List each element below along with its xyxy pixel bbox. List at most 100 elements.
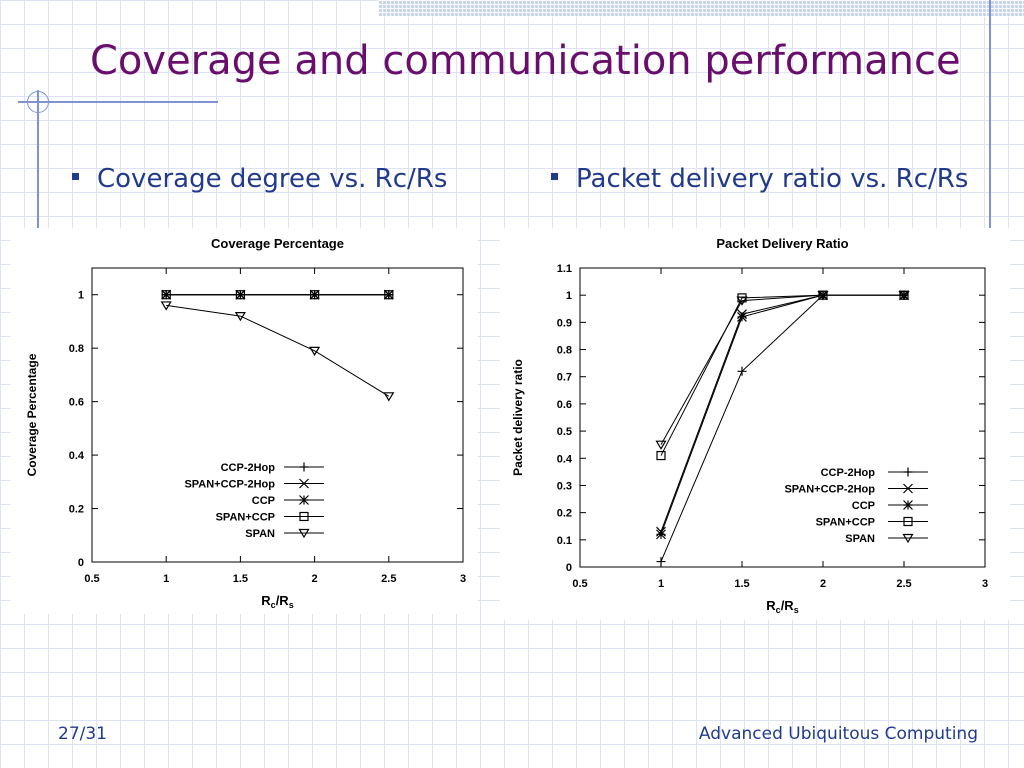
legend-label: CCP-2Hop: [821, 467, 876, 479]
data-point: [737, 366, 747, 376]
legend-marker: [902, 533, 914, 544]
coverage-chart-panel: Coverage Percentage 0 0.2 0.4 0.6 0.8 1 0.5 1 1.5…: [10, 228, 478, 614]
y-tick-label: 0.6: [69, 397, 84, 409]
legend-label: SPAN: [245, 528, 275, 540]
page-number: 27/31: [58, 724, 107, 744]
y-tick-label: 1.1: [557, 263, 572, 275]
legend-marker: [299, 495, 309, 505]
y-tick-label: 1: [566, 290, 572, 302]
x-tick-label: 2.5: [896, 578, 911, 590]
legend-marker: [299, 511, 309, 522]
data-point: [384, 290, 394, 300]
y-tick-label: 0.2: [557, 508, 572, 520]
bullet-square-icon: [72, 173, 79, 180]
bullet-text: Coverage degree vs. Rc/Rs: [97, 164, 448, 194]
data-point: [656, 557, 666, 567]
legend-marker: [903, 516, 913, 527]
data-point: [817, 291, 829, 301]
x-tick-label: 1.5: [233, 573, 248, 585]
y-tick-label: 0.8: [557, 345, 572, 357]
x-tick-label: 2: [820, 578, 826, 590]
data-point: [235, 290, 245, 300]
legend-label: SPAN+CCP: [216, 512, 275, 524]
data-point: [309, 346, 321, 357]
y-tick-label: 0: [78, 557, 84, 569]
x-tick-label: 1: [658, 578, 664, 590]
x-tick-label: 0.5: [84, 573, 99, 585]
slide-title: Coverage and communication performance: [90, 38, 961, 84]
series-line: [660, 294, 904, 532]
legend-marker: [903, 500, 913, 510]
legend-marker: [299, 478, 309, 489]
y-tick-label: 0.5: [557, 426, 572, 438]
y-axis-label: Coverage Percentage: [25, 353, 39, 476]
x-tick-label: 1.5: [734, 578, 749, 590]
y-tick-label: 0.4: [557, 453, 573, 465]
y-tick-label: 0.4: [69, 450, 85, 462]
x-tick-label: 0.5: [572, 578, 587, 590]
legend-label: SPAN+CCP: [816, 517, 875, 529]
bullet-text: Packet delivery ratio vs. Rc/Rs: [576, 164, 969, 194]
plot-frame: [579, 267, 986, 568]
y-axis-label: Packet delivery ratio: [511, 359, 525, 476]
legend-label: CCP: [852, 500, 875, 512]
series-span: [160, 301, 395, 402]
x-axis-label: Rc/Rs: [261, 593, 293, 610]
data-point: [161, 290, 171, 300]
course-name: Advanced Ubiquitous Computing: [698, 724, 978, 744]
top-decor-band: [378, 0, 1024, 17]
x-tick-label: 1: [163, 573, 169, 585]
decor-vertical-line-left: [37, 90, 39, 230]
y-tick-label: 0: [566, 562, 572, 574]
x-tick-label: 3: [460, 573, 466, 585]
y-tick-label: 0.3: [557, 480, 572, 492]
y-tick-label: 0.8: [69, 343, 84, 355]
data-point: [898, 291, 910, 301]
bullet-delivery: Packet delivery ratio vs. Rc/Rs: [551, 164, 968, 194]
x-tick-label: 3: [982, 578, 988, 590]
legend-marker: [299, 462, 309, 472]
series-span-ccp: [656, 290, 909, 461]
data-point: [310, 290, 320, 300]
bullet-coverage: Coverage degree vs. Rc/Rs: [72, 164, 447, 194]
series-span: [655, 291, 910, 450]
packet-delivery-chart: Packet Delivery Ratio 0 0.1 0.2 0.3 0.4 0.5 0.6…: [511, 236, 988, 615]
legend-label: SPAN: [845, 533, 875, 545]
y-tick-label: 0.9: [557, 317, 572, 329]
decor-circle: [27, 91, 49, 113]
coverage-percentage-chart: Coverage Percentage 0 0.2 0.4 0.6 0.8 1 0.5 1 1.5…: [25, 236, 466, 610]
decor-horizontal-line: [18, 101, 218, 103]
y-tick-label: 0.6: [557, 399, 572, 411]
legend-label: CCP-2Hop: [221, 462, 276, 474]
data-point: [160, 301, 172, 311]
data-point: [655, 440, 667, 450]
data-point: [737, 312, 747, 322]
y-tick-label: 1: [78, 290, 84, 302]
legend-marker: [903, 467, 913, 477]
series-line: [660, 294, 904, 445]
legend-label: SPAN+CCP-2Hop: [784, 484, 875, 496]
plot-frame: [91, 267, 464, 563]
series-line: [660, 294, 904, 456]
x-tick-label: 2: [312, 573, 318, 585]
data-point: [656, 529, 666, 540]
legend-label: CCP: [252, 495, 275, 507]
data-point: [234, 312, 246, 322]
legend-marker: [298, 528, 310, 539]
x-tick-label: 2.5: [381, 573, 396, 585]
decor-vertical-line-right: [989, 0, 991, 228]
series-line: [660, 294, 904, 535]
y-tick-label: 0.7: [557, 372, 572, 384]
chart-title: Packet Delivery Ratio: [716, 236, 848, 251]
series-line: [166, 304, 390, 397]
legend-marker: [903, 483, 913, 494]
data-point: [383, 392, 395, 402]
y-tick-label: 0.1: [557, 535, 572, 547]
data-point: [656, 450, 666, 461]
series-span-ccp: [161, 290, 394, 300]
x-axis-label: Rc/Rs: [766, 598, 798, 615]
bullet-square-icon: [551, 173, 558, 180]
legend-label: SPAN+CCP-2Hop: [184, 479, 275, 491]
chart-title: Coverage Percentage: [211, 236, 344, 251]
y-tick-label: 0.2: [69, 504, 84, 516]
